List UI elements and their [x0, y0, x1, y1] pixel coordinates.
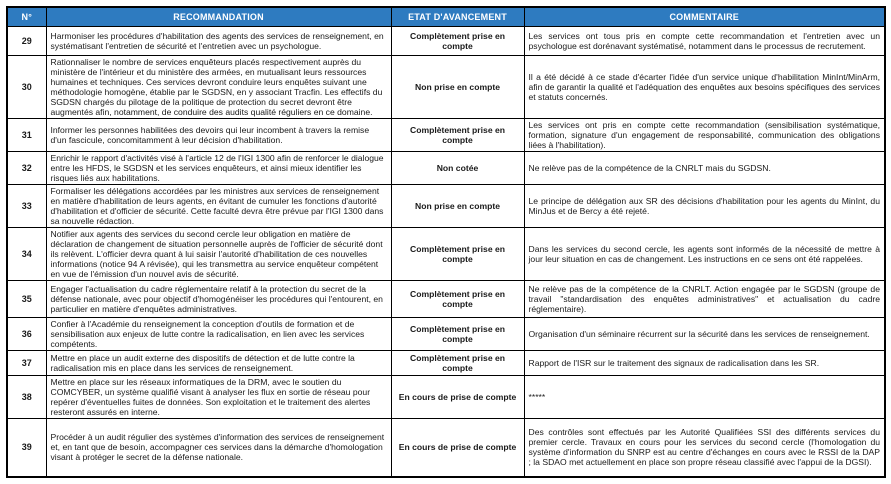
status-cell: Complètement prise en compte	[390, 317, 525, 351]
num-cell: 38	[6, 375, 47, 419]
num-cell: 34	[6, 227, 47, 281]
column-header-comment: COMMENTAIRE	[523, 6, 886, 27]
status-cell: Complètement prise en compte	[390, 280, 525, 318]
status-cell: Non prise en compte	[390, 184, 525, 228]
column-header-recommendation: RECOMMANDATION	[45, 6, 392, 27]
table-row: 36 Confier à l'Académie du renseignement …	[6, 317, 886, 351]
table-row: 37 Mettre en place un audit externe des d…	[6, 350, 886, 376]
comment-cell: Ne relève pas de la compétence de la CNR…	[523, 151, 886, 185]
table-row: 35 Engager l'actualisation du cadre régle…	[6, 280, 886, 318]
recommendation-cell: Formaliser les délégations accordées par…	[45, 184, 392, 228]
column-header-num: N°	[6, 6, 47, 27]
num-cell: 37	[6, 350, 47, 376]
recommendation-cell: Notifier aux agents des services du seco…	[45, 227, 392, 281]
status-cell: Complètement prise en compte	[390, 26, 525, 56]
num-cell: 33	[6, 184, 47, 228]
comment-cell: Rapport de l'ISR sur le traitement des s…	[523, 350, 886, 376]
table-row: 33 Formaliser les délégations accordées p…	[6, 184, 886, 228]
status-cell: Non cotée	[390, 151, 525, 185]
status-cell: Complètement prise en compte	[390, 118, 525, 152]
table-row: 38 Mettre en place sur les réseaux inform…	[6, 375, 886, 419]
status-cell: En cours de prise de compte	[390, 375, 525, 419]
recommendation-cell: Mettre en place un audit externe des dis…	[45, 350, 392, 376]
comment-cell: Des contrôles sont effectués par les Aut…	[523, 418, 886, 477]
num-cell: 32	[6, 151, 47, 185]
status-cell: Complètement prise en compte	[390, 227, 525, 281]
num-cell: 29	[6, 26, 47, 56]
status-cell: En cours de prise de compte	[390, 418, 525, 477]
recommendation-cell: Engager l'actualisation du cadre régleme…	[45, 280, 392, 318]
table-row: 32 Enrichir le rapport d'activités visé à…	[6, 151, 886, 185]
comment-cell: Ne relève pas de la compétence de la CNR…	[523, 280, 886, 318]
recommendation-cell: Enrichir le rapport d'activités visé à l…	[45, 151, 392, 185]
recommendations-table: N° RECOMMANDATION ETAT D'AVANCEMENT COMMENT…	[6, 6, 886, 478]
recommendation-cell: Rationnaliser le nombre de services enqu…	[45, 55, 392, 119]
recommendation-cell: Procéder à un audit régulier des système…	[45, 418, 392, 477]
comment-cell: Les services ont tous pris en compte cet…	[523, 26, 886, 56]
table-row: 31 Informer les personnes habilitées des …	[6, 118, 886, 152]
comment-cell: Il a été décidé à ce stade d'écarter l'i…	[523, 55, 886, 119]
table-row: 29 Harmoniser les procédures d'habilitati…	[6, 26, 886, 56]
num-cell: 35	[6, 280, 47, 318]
num-cell: 30	[6, 55, 47, 119]
recommendation-cell: Harmoniser les procédures d'habilitation…	[45, 26, 392, 56]
status-cell: Non prise en compte	[390, 55, 525, 119]
table-body: 29 Harmoniser les procédures d'habilitati…	[6, 26, 886, 477]
comment-cell: Organisation d'un séminaire récurrent su…	[523, 317, 886, 351]
recommendation-cell: Informer les personnes habilitées des de…	[45, 118, 392, 152]
status-cell: Complètement prise en compte	[390, 350, 525, 376]
num-cell: 31	[6, 118, 47, 152]
comment-cell: *****	[523, 375, 886, 419]
header-row: N° RECOMMANDATION ETAT D'AVANCEMENT COMMENT…	[6, 6, 886, 27]
comment-cell: Les services ont pris en compte cette re…	[523, 118, 886, 152]
column-header-status: ETAT D'AVANCEMENT	[390, 6, 525, 27]
recommendation-cell: Mettre en place sur les réseaux informat…	[45, 375, 392, 419]
comment-cell: Le principe de délégation aux SR des déc…	[523, 184, 886, 228]
table-row: 30 Rationnaliser le nombre de services en…	[6, 55, 886, 119]
comment-cell: Dans les services du second cercle, les …	[523, 227, 886, 281]
table-header: N° RECOMMANDATION ETAT D'AVANCEMENT COMMENT…	[6, 6, 886, 27]
table-row: 39 Procéder à un audit régulier des systè…	[6, 418, 886, 477]
num-cell: 36	[6, 317, 47, 351]
table-row: 34 Notifier aux agents des services du se…	[6, 227, 886, 281]
num-cell: 39	[6, 418, 47, 477]
recommendation-cell: Confier à l'Académie du renseignement la…	[45, 317, 392, 351]
